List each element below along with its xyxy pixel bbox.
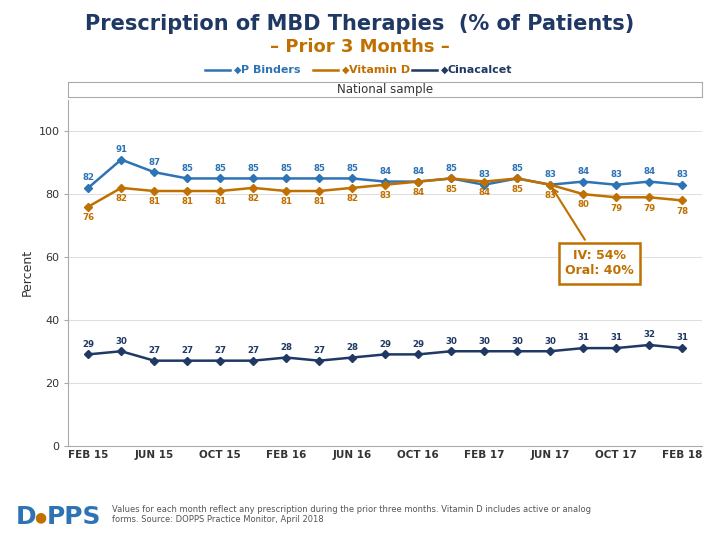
Text: 79: 79 bbox=[643, 204, 655, 213]
Text: 81: 81 bbox=[313, 197, 325, 206]
Text: 84: 84 bbox=[643, 167, 655, 176]
Text: 81: 81 bbox=[148, 197, 160, 206]
Text: 78: 78 bbox=[676, 207, 688, 215]
Text: Vitamin D: Vitamin D bbox=[349, 65, 410, 75]
Text: 29: 29 bbox=[82, 340, 94, 349]
Text: 85: 85 bbox=[511, 185, 523, 194]
Text: 84: 84 bbox=[412, 188, 424, 197]
Text: 79: 79 bbox=[610, 204, 622, 213]
Text: 83: 83 bbox=[676, 170, 688, 179]
Text: 30: 30 bbox=[544, 336, 556, 346]
Text: 27: 27 bbox=[247, 346, 259, 355]
Text: 31: 31 bbox=[577, 333, 589, 342]
Text: 27: 27 bbox=[181, 346, 193, 355]
Text: – Prior 3 Months –: – Prior 3 Months – bbox=[270, 38, 450, 56]
Text: 87: 87 bbox=[148, 158, 161, 166]
Text: ●: ● bbox=[35, 510, 47, 524]
Text: 84: 84 bbox=[577, 167, 589, 176]
Text: 81: 81 bbox=[280, 197, 292, 206]
Text: 83: 83 bbox=[544, 170, 557, 179]
Text: 28: 28 bbox=[346, 343, 359, 352]
Text: 85: 85 bbox=[511, 164, 523, 173]
Text: 85: 85 bbox=[445, 185, 457, 194]
Text: 82: 82 bbox=[247, 194, 259, 203]
Text: Cinacalcet: Cinacalcet bbox=[448, 65, 513, 75]
Text: 85: 85 bbox=[346, 164, 358, 173]
Text: 32: 32 bbox=[643, 330, 655, 339]
Text: 84: 84 bbox=[412, 167, 424, 176]
Text: ◆: ◆ bbox=[342, 65, 349, 75]
Text: 91: 91 bbox=[115, 145, 127, 154]
Text: 85: 85 bbox=[313, 164, 325, 173]
Text: 76: 76 bbox=[82, 213, 94, 222]
Text: 82: 82 bbox=[115, 194, 127, 203]
Text: 83: 83 bbox=[544, 191, 557, 200]
Text: IV: 54%
Oral: 40%: IV: 54% Oral: 40% bbox=[553, 189, 634, 277]
Text: 31: 31 bbox=[676, 333, 688, 342]
Y-axis label: Percent: Percent bbox=[21, 249, 35, 296]
Text: 84: 84 bbox=[379, 167, 391, 176]
Text: 83: 83 bbox=[478, 170, 490, 179]
Text: 29: 29 bbox=[412, 340, 424, 349]
Text: 27: 27 bbox=[214, 346, 226, 355]
Text: 82: 82 bbox=[346, 194, 359, 203]
Text: 85: 85 bbox=[247, 164, 259, 173]
Text: 85: 85 bbox=[215, 164, 226, 173]
Text: 27: 27 bbox=[148, 346, 161, 355]
Text: 27: 27 bbox=[313, 346, 325, 355]
Text: 30: 30 bbox=[115, 336, 127, 346]
Text: 85: 85 bbox=[445, 164, 457, 173]
Text: PPS: PPS bbox=[47, 505, 102, 529]
Text: 83: 83 bbox=[379, 191, 391, 200]
Text: 30: 30 bbox=[445, 336, 457, 346]
Text: 83: 83 bbox=[611, 170, 622, 179]
Text: 28: 28 bbox=[280, 343, 292, 352]
Text: 30: 30 bbox=[478, 336, 490, 346]
Text: 80: 80 bbox=[577, 200, 589, 210]
Text: Values for each month reflect any prescription during the prior three months. Vi: Values for each month reflect any prescr… bbox=[112, 505, 590, 524]
Text: 85: 85 bbox=[181, 164, 193, 173]
Text: National sample: National sample bbox=[337, 83, 433, 96]
Text: 81: 81 bbox=[181, 197, 193, 206]
Text: 85: 85 bbox=[280, 164, 292, 173]
Text: 81: 81 bbox=[215, 197, 226, 206]
Text: 84: 84 bbox=[478, 188, 490, 197]
Text: Prescription of MBD Therapies  (% of Patients): Prescription of MBD Therapies (% of Pati… bbox=[86, 14, 634, 33]
Text: 30: 30 bbox=[511, 336, 523, 346]
Text: 29: 29 bbox=[379, 340, 391, 349]
Text: ◆: ◆ bbox=[234, 65, 241, 75]
Text: 82: 82 bbox=[82, 173, 94, 182]
Text: ◆: ◆ bbox=[441, 65, 448, 75]
Text: D: D bbox=[16, 505, 37, 529]
Text: 31: 31 bbox=[611, 333, 622, 342]
Text: P Binders: P Binders bbox=[241, 65, 301, 75]
